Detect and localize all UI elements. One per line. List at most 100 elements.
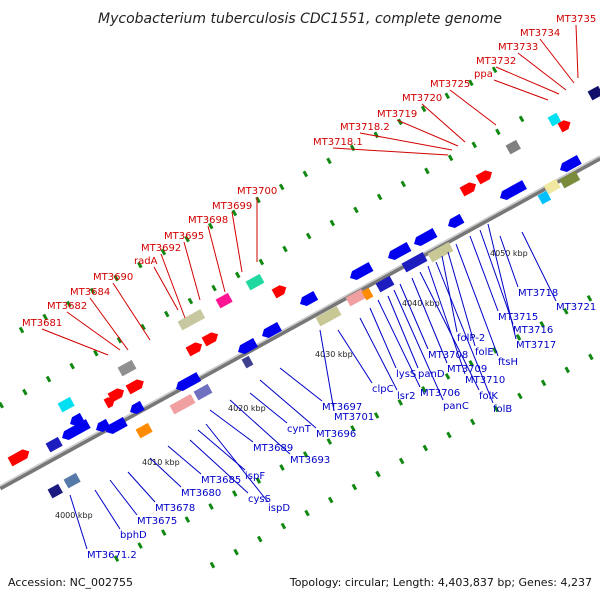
scale-tick-mark <box>208 503 214 510</box>
scale-tick-mark <box>184 235 190 243</box>
scale-tick-mark <box>326 157 332 165</box>
gene-shape <box>414 228 438 246</box>
reverse-gene-arrow <box>70 412 85 426</box>
gene-shape <box>169 394 196 415</box>
forward-gene-arrow <box>475 170 493 185</box>
gene-shape <box>63 472 81 489</box>
scale-tick-mark <box>351 483 358 491</box>
gene-shape <box>361 287 374 301</box>
gene-block <box>537 190 552 205</box>
leader-line <box>499 235 519 288</box>
leader-line <box>149 457 182 488</box>
leader-line <box>393 289 444 401</box>
leader-line <box>396 119 459 147</box>
gene-shape <box>350 262 374 280</box>
leader-line <box>279 367 323 402</box>
gene-label-mt3682: MT3682 <box>47 301 87 312</box>
scale-tick-mark <box>278 183 285 191</box>
scale-tick-mark <box>373 412 380 419</box>
scale-tick-mark <box>258 258 265 266</box>
gene-label-mt3698: MT3698 <box>188 215 228 226</box>
scale-tick-mark <box>231 209 238 217</box>
scale-tick-mark <box>93 349 99 357</box>
gene-block <box>193 383 213 401</box>
scale-tick-mark <box>563 307 569 315</box>
gene-shape <box>125 379 144 395</box>
scale-tick-mark <box>137 542 143 549</box>
gene-label-mt3697: MT3697 <box>322 402 362 413</box>
gene-label-folb: folB <box>493 404 512 415</box>
gene-shape <box>475 170 493 185</box>
scale-tick-mark <box>187 297 194 305</box>
leader-line <box>209 409 254 443</box>
gene-block <box>401 252 428 273</box>
leader-line <box>419 271 480 391</box>
scale-tick-mark <box>280 522 287 530</box>
reverse-gene-arrow <box>388 242 412 260</box>
leader-line <box>183 241 201 301</box>
gene-label-mt3732: MT3732 <box>476 56 516 67</box>
gene-label-lsr2: lsr2 <box>397 391 415 402</box>
gene-shape <box>315 306 342 327</box>
leader-line <box>575 24 579 79</box>
gene-features <box>7 85 600 499</box>
gene-shape <box>543 178 561 195</box>
scale-tick-mark <box>164 310 170 318</box>
gene-label-folp-2: folP-2 <box>457 333 485 344</box>
gene-block <box>361 287 374 301</box>
gene-label-mt3685: MT3685 <box>201 475 241 486</box>
leader-line <box>377 299 421 388</box>
scale-tick-mark <box>0 401 4 409</box>
gene-label-mt3710: MT3710 <box>465 375 505 386</box>
scale-tick-mark <box>45 375 52 383</box>
gene-shape <box>215 292 233 309</box>
gene-label-mt3684: MT3684 <box>70 287 110 298</box>
scale-tick-mark <box>468 360 474 367</box>
gene-shape <box>559 170 581 189</box>
scale-tick-mark <box>444 373 451 380</box>
leader-line <box>127 471 156 503</box>
forward-gene-arrow <box>459 182 477 197</box>
scale-tick-mark <box>564 366 571 374</box>
gene-block <box>63 472 81 489</box>
scale-label: 4010 kbp <box>142 458 180 467</box>
leader-line <box>517 52 567 91</box>
gene-shape <box>427 242 454 263</box>
reverse-gene-arrow <box>106 417 128 434</box>
leader-line <box>112 282 151 341</box>
leader-line <box>109 479 138 516</box>
gene-block <box>315 306 342 327</box>
gene-label-folk: folK <box>479 391 498 402</box>
gene-label-fole: folE <box>475 347 494 358</box>
gene-shape <box>117 359 137 377</box>
leader-line <box>205 423 269 503</box>
gene-label-mt3733: MT3733 <box>498 42 538 53</box>
gene-label-rada: radA <box>134 256 158 267</box>
gene-block <box>543 178 561 195</box>
scale-tick-mark <box>376 193 383 201</box>
gene-block <box>547 112 562 127</box>
gene-label-clpc: clpC <box>372 384 394 395</box>
gene-label-mt3718-1: MT3718.1 <box>313 137 363 148</box>
scale-tick-mark <box>353 206 359 214</box>
gene-shape <box>70 412 85 426</box>
gene-shape <box>193 383 213 401</box>
gene-shape <box>388 242 412 260</box>
scale-tick-mark <box>140 323 146 331</box>
gene-label-ispd: ispD <box>268 503 290 514</box>
gene-block <box>215 292 233 309</box>
scale-tick-mark <box>350 425 356 432</box>
leader-line <box>487 223 517 340</box>
scale-tick-mark <box>304 509 310 517</box>
gene-shape <box>177 309 206 331</box>
scale-tick-mark <box>18 326 25 334</box>
reverse-gene-arrow <box>176 372 202 391</box>
gene-shape <box>62 419 91 440</box>
scale-tick-mark <box>493 405 500 413</box>
genome-backbone <box>0 155 600 491</box>
gene-label-mt3734: MT3734 <box>520 28 560 39</box>
scale-tick-mark <box>400 180 407 188</box>
gene-block <box>505 139 521 155</box>
